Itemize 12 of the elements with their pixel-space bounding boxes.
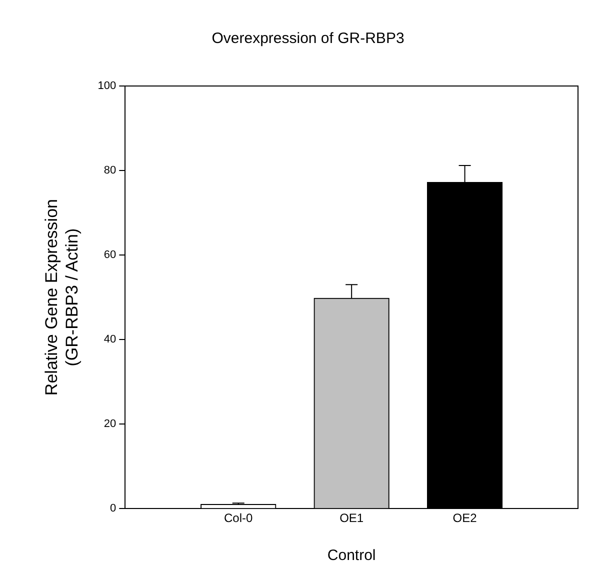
y-tick-label: 0 <box>110 502 116 515</box>
x-tick-label: OE2 <box>452 511 478 526</box>
y-tick-label: 100 <box>98 80 116 92</box>
y-tick-label: 80 <box>104 164 116 177</box>
x-tick-label: OE1 <box>340 511 364 526</box>
y-tick-label: 20 <box>104 418 116 430</box>
y-axis-title: Relative Gene Expression (GR-RBP3 / Actin) <box>42 199 82 396</box>
y-tick-label: 40 <box>104 334 116 346</box>
x-tick-label: Col-0 <box>224 511 254 526</box>
x-axis-title: Control <box>327 547 376 564</box>
chart-title: Overexpression of GR-RBP3 <box>212 30 404 48</box>
y-tick-label: 60 <box>104 249 116 262</box>
